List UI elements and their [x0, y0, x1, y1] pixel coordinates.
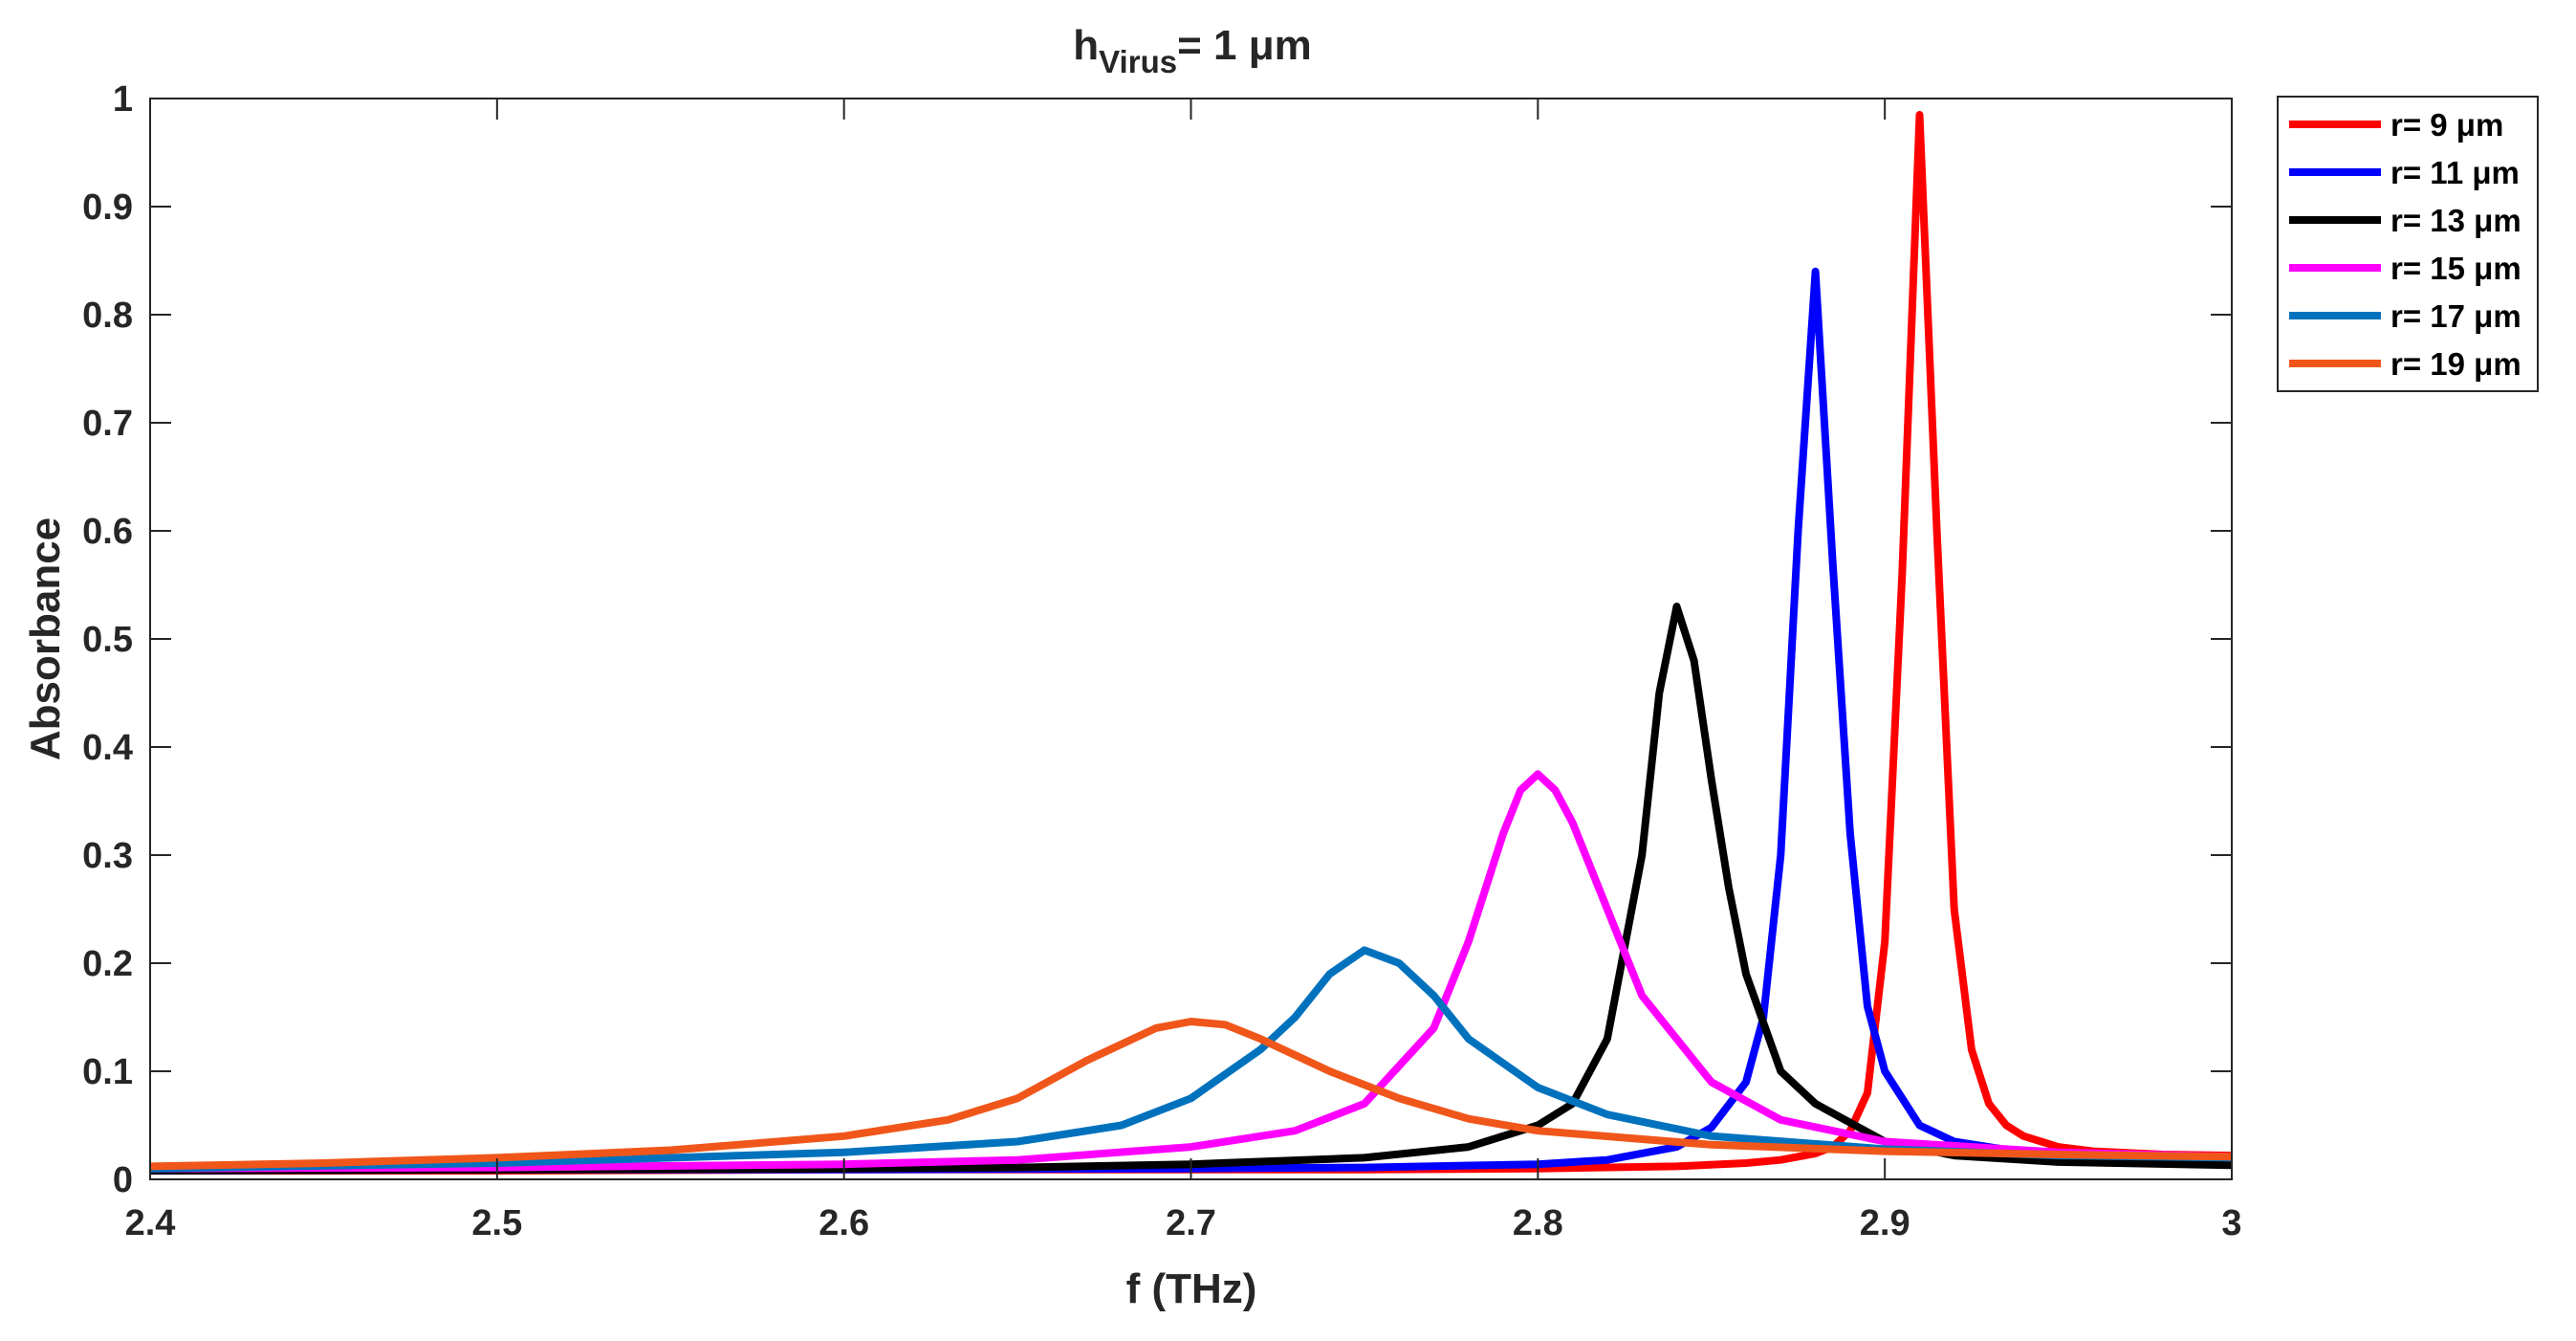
x-tick-label: 2.6: [819, 1203, 869, 1243]
y-tick-label: 0.3: [82, 836, 133, 876]
y-tick-label: 0.6: [82, 512, 133, 552]
y-tick-label: 0.8: [82, 296, 133, 336]
y-tick-label: 0.5: [82, 620, 133, 660]
series-line-5: [150, 946, 2232, 1173]
legend-label-4: r= 15 μm: [2390, 251, 2521, 286]
x-tick-label: 2.5: [471, 1203, 522, 1243]
y-tick-label: 0: [113, 1160, 133, 1200]
series-line-6: [150, 1018, 2232, 1171]
plot-area: 2.4 2.5 2.6 2.7 2.8 2.9 3 0 0.1 0.2 0.3 0.4 0.5 0.6 0.…: [82, 79, 2241, 1243]
legend-label-2: r= 11 μm: [2390, 155, 2520, 190]
y-tick-label: 0.4: [82, 728, 133, 768]
x-tick-label: 2.7: [1166, 1203, 1216, 1243]
x-axis-title: f (THz): [1126, 1265, 1257, 1312]
legend: r= 9 μm r= 11 μm r= 13 μm r= 15 μm r= 17 μm r…: [2277, 96, 2539, 392]
y-tick-label: 0.7: [82, 404, 133, 444]
tick-layer: 2.4 2.5 2.6 2.7 2.8 2.9 3 0 0.1 0.2 0.3 0.4 0.5 0.6 0.…: [82, 79, 2241, 1243]
chart-title: hVirus= 1 μm: [1073, 22, 1312, 79]
legend-label-3: r= 13 μm: [2390, 203, 2521, 238]
series-line-2: [150, 267, 2232, 1175]
y-tick-label: 0.2: [82, 944, 133, 984]
axes-background: [150, 99, 2232, 1179]
series-line-4: [150, 770, 2232, 1173]
y-tick-label: 1: [113, 79, 133, 120]
legend-label-5: r= 17 μm: [2390, 298, 2521, 334]
legend-box: [2277, 96, 2539, 392]
series-line-3: [150, 603, 2232, 1175]
y-tick-label: 0.9: [82, 187, 133, 228]
series-layer: [150, 111, 2232, 1175]
axes-box: [149, 98, 2233, 1180]
y-axis-title: Absorbance: [22, 517, 69, 760]
x-tick-label: 2.9: [1860, 1203, 1910, 1243]
x-tick-label: 2.4: [125, 1203, 176, 1243]
y-tick-label: 0.1: [82, 1052, 133, 1092]
x-tick-label: 3: [2221, 1203, 2241, 1243]
legend-label-1: r= 9 μm: [2390, 107, 2503, 143]
x-tick-label: 2.8: [1513, 1203, 1563, 1243]
legend-label-6: r= 19 μm: [2390, 346, 2521, 382]
